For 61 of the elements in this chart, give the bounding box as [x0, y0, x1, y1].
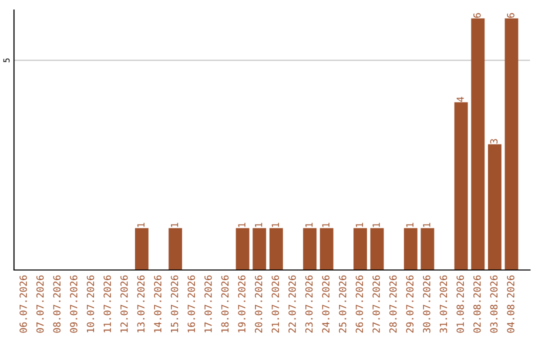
data-label: 1: [322, 222, 330, 227]
bar: [320, 228, 334, 270]
data-label: 6: [507, 13, 514, 18]
data-label: 6: [473, 13, 481, 18]
x-tick-label: 30.07.2026: [422, 275, 430, 333]
x-tick-label: 20.07.2026: [254, 275, 262, 333]
x-tick-label: 29.07.2026: [406, 275, 414, 333]
y-tick-label: 5: [3, 58, 10, 62]
x-tick-label: 08.07.2026: [53, 275, 61, 333]
bar: [420, 228, 434, 270]
x-tick-label: 14.07.2026: [154, 275, 162, 332]
x-tick-label: 28.07.2026: [389, 275, 397, 333]
data-label: 4: [456, 96, 464, 102]
x-tick-label: 31.07.2026: [440, 275, 448, 333]
x-tick-label: 07.07.2026: [36, 275, 44, 333]
data-label: 1: [238, 222, 246, 227]
x-tick-label: 24.07.2026: [322, 275, 330, 333]
x-tick-label: 06.07.2026: [20, 275, 27, 333]
x-tick-label: 26.07.2026: [356, 275, 364, 333]
bar: [471, 18, 485, 270]
data-label: 1: [170, 222, 178, 227]
bar: [454, 102, 468, 270]
data-label: 1: [137, 222, 144, 227]
x-tick-label: 22.07.2026: [288, 275, 296, 333]
x-tick-label: 01.08.2026: [456, 275, 464, 333]
x-tick-label: 19.07.2026: [238, 275, 246, 332]
x-tick-label: 27.07.2026: [372, 275, 380, 333]
x-tick-label: 10.07.2026: [86, 275, 94, 332]
data-label: 1: [356, 222, 363, 227]
x-tick-label: 09.07.2026: [70, 275, 78, 333]
data-label: 1: [372, 222, 380, 227]
x-tick-label: 13.07.2026: [137, 275, 145, 332]
data-label: 1: [305, 222, 313, 227]
data-label: 3: [490, 139, 498, 144]
bar: [370, 228, 384, 270]
bar: [354, 228, 367, 270]
x-tick-label: 17.07.2026: [204, 275, 212, 332]
bar: [252, 228, 266, 270]
x-tick-label: 11.07.2026: [104, 275, 111, 332]
x-tick-label: 16.07.2026: [188, 275, 196, 332]
data-label: 1: [406, 222, 414, 227]
x-tick-label: 25.07.2026: [338, 275, 346, 333]
x-tick-label: 23.07.2026: [305, 275, 313, 333]
x-tick-label: 12.07.2026: [120, 275, 128, 332]
bar: [404, 228, 418, 270]
bar: [168, 228, 182, 270]
x-tick-label: 04.08.2026: [507, 275, 514, 333]
bar: [135, 228, 148, 270]
x-tick-label: 21.07.2026: [272, 275, 280, 333]
data-label: 1: [423, 222, 430, 227]
bar: [504, 18, 518, 270]
data-label: 1: [272, 222, 279, 227]
bar: [236, 228, 250, 270]
x-tick-label: 18.07.2026: [221, 275, 229, 332]
x-tick-label: 15.07.2026: [170, 275, 178, 332]
data-label: 1: [255, 222, 262, 227]
bar: [303, 228, 317, 270]
bar: [488, 144, 502, 270]
bar: [269, 228, 283, 270]
x-tick-label: 02.08.2026: [473, 275, 481, 333]
x-tick-label: 03.08.2026: [490, 275, 498, 333]
